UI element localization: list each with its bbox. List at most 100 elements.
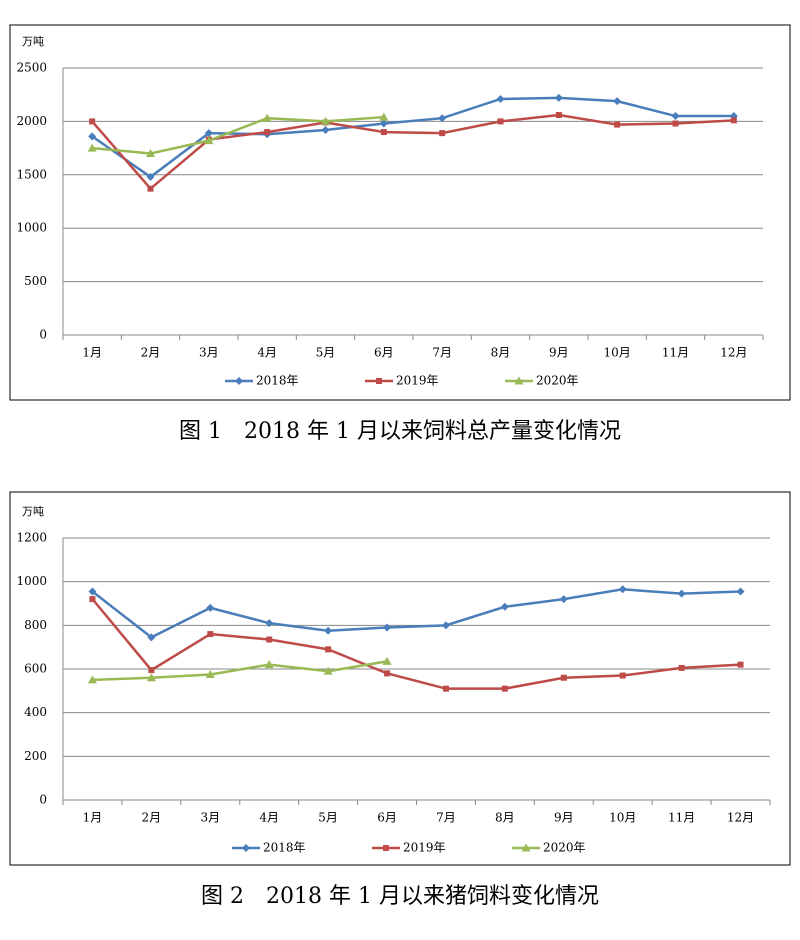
y-tick-label: 1200 bbox=[16, 531, 47, 545]
marker bbox=[619, 672, 626, 679]
x-tick-label: 5月 bbox=[316, 346, 336, 360]
y-tick-label: 800 bbox=[24, 618, 47, 632]
marker bbox=[678, 664, 685, 671]
marker bbox=[559, 595, 568, 604]
x-tick-label: 6月 bbox=[377, 811, 397, 825]
marker bbox=[262, 113, 272, 122]
marker bbox=[147, 633, 156, 642]
marker bbox=[323, 666, 333, 675]
y-tick-label: 1000 bbox=[16, 221, 47, 235]
x-tick-label: 9月 bbox=[549, 346, 569, 360]
marker bbox=[496, 94, 505, 103]
marker bbox=[379, 112, 389, 121]
marker bbox=[442, 685, 449, 692]
x-tick-label: 2月 bbox=[142, 811, 162, 825]
marker bbox=[438, 114, 447, 123]
x-tick-label: 3月 bbox=[200, 811, 220, 825]
caption: 图 2 2018 年 1 月以来猪饲料变化情况 bbox=[201, 884, 599, 909]
y-tick-label: 500 bbox=[24, 274, 47, 288]
series-line bbox=[92, 115, 384, 155]
marker bbox=[88, 587, 97, 596]
marker bbox=[235, 377, 243, 385]
marker bbox=[205, 669, 215, 678]
marker bbox=[266, 636, 273, 643]
x-tick-label: 7月 bbox=[436, 811, 456, 825]
x-tick-label: 12月 bbox=[727, 811, 754, 825]
marker bbox=[206, 603, 215, 612]
marker bbox=[321, 125, 330, 134]
legend-label: 2019年 bbox=[396, 374, 439, 388]
marker bbox=[618, 585, 627, 594]
marker bbox=[672, 120, 679, 127]
x-tick-label: 6月 bbox=[374, 346, 394, 360]
marker bbox=[439, 130, 446, 137]
series-line bbox=[92, 660, 388, 682]
marker bbox=[497, 118, 504, 125]
marker bbox=[324, 626, 333, 635]
marker bbox=[207, 631, 214, 638]
x-tick-label: 10月 bbox=[604, 346, 631, 360]
legend-label: 2020年 bbox=[536, 374, 579, 388]
y-tick-label: 2000 bbox=[16, 114, 47, 128]
marker bbox=[671, 112, 680, 121]
marker bbox=[264, 129, 271, 136]
y-tick-label: 600 bbox=[24, 662, 47, 676]
legend-label: 2020年 bbox=[543, 841, 586, 855]
x-tick-label: 9月 bbox=[554, 811, 574, 825]
x-tick-label: 1月 bbox=[82, 346, 102, 360]
marker bbox=[382, 656, 392, 665]
y-tick-label: 1500 bbox=[16, 167, 47, 181]
x-tick-label: 10月 bbox=[609, 811, 636, 825]
marker bbox=[146, 148, 155, 157]
legend-label: 2018年 bbox=[256, 374, 299, 388]
marker bbox=[384, 670, 391, 677]
chart-frame bbox=[9, 24, 791, 401]
chart-frame bbox=[9, 491, 791, 866]
marker bbox=[554, 93, 563, 102]
x-tick-label: 1月 bbox=[83, 811, 103, 825]
x-tick-label: 8月 bbox=[495, 811, 515, 825]
marker bbox=[380, 129, 387, 136]
legend-label: 2019年 bbox=[403, 841, 446, 855]
marker bbox=[89, 118, 96, 125]
marker bbox=[88, 132, 97, 141]
series-line bbox=[91, 598, 741, 690]
marker bbox=[204, 136, 214, 145]
marker bbox=[148, 667, 155, 674]
x-tick-label: 3月 bbox=[199, 346, 219, 360]
caption: 图 1 2018 年 1 月以来饲料总产量变化情况 bbox=[179, 419, 621, 444]
x-tick-label: 11月 bbox=[662, 346, 689, 360]
marker bbox=[730, 117, 737, 124]
marker bbox=[242, 844, 250, 852]
marker bbox=[613, 97, 622, 106]
x-tick-label: 2月 bbox=[141, 346, 161, 360]
series-line bbox=[91, 96, 734, 179]
marker bbox=[441, 621, 450, 630]
legend-label: 2018年 bbox=[263, 841, 306, 855]
marker bbox=[146, 673, 156, 682]
marker bbox=[521, 843, 531, 852]
y-tick-label: 0 bbox=[39, 793, 47, 807]
y-tick-label: 2500 bbox=[16, 61, 47, 75]
marker bbox=[514, 376, 524, 385]
x-tick-label: 12月 bbox=[720, 346, 747, 360]
x-tick-label: 11月 bbox=[668, 811, 695, 825]
marker bbox=[379, 119, 388, 128]
marker bbox=[87, 675, 97, 684]
marker bbox=[500, 602, 509, 611]
marker bbox=[89, 596, 96, 603]
marker bbox=[325, 646, 332, 653]
y-axis-label: 万吨 bbox=[22, 35, 44, 48]
marker bbox=[147, 185, 154, 192]
marker bbox=[204, 129, 213, 138]
marker bbox=[501, 685, 508, 692]
x-tick-label: 4月 bbox=[257, 346, 277, 360]
marker bbox=[737, 661, 744, 668]
y-tick-label: 1000 bbox=[16, 574, 47, 588]
marker bbox=[555, 111, 562, 118]
y-axis-label: 万吨 bbox=[22, 505, 44, 518]
marker bbox=[87, 143, 97, 152]
marker bbox=[736, 587, 745, 596]
